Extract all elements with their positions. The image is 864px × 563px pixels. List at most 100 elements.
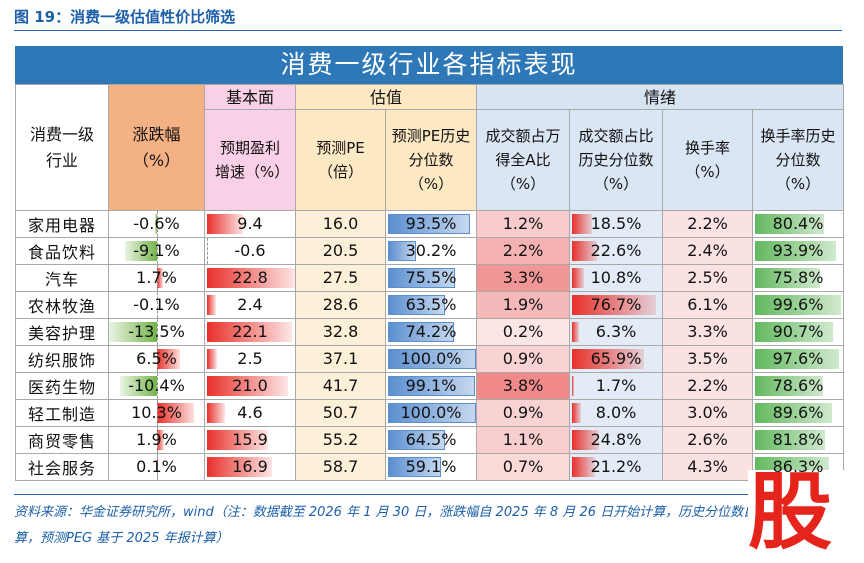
cell-pe-pct: 64.5% xyxy=(384,426,478,454)
turnover-amt-cell: 3.8% xyxy=(478,374,569,399)
change-cell: 10.3% xyxy=(110,400,204,426)
cell-turnover-rate: 4.3% xyxy=(662,453,754,481)
turnover-pct-cell: 18.5% xyxy=(571,212,662,237)
cell-value: 16.0 xyxy=(322,214,359,233)
cell-growth: 21.0 xyxy=(204,372,296,400)
cell-value: 99.1% xyxy=(405,376,457,395)
turnover-rate-pct-cell: 81.8% xyxy=(754,428,843,453)
title-rule xyxy=(14,30,842,31)
turnover-rate-pct-bar xyxy=(755,241,836,261)
turnover-rate-pct-cell: 97.6% xyxy=(754,347,843,372)
cell-value: -0.6% xyxy=(133,214,180,233)
cell-growth: 22.8 xyxy=(204,264,296,292)
growth-bar xyxy=(207,403,225,423)
pe-pct-bar xyxy=(388,214,471,234)
cell-value: 6.5% xyxy=(136,349,177,368)
turnover-rate-pct-bar xyxy=(755,295,841,315)
change-axis xyxy=(157,454,158,480)
growth-bar xyxy=(207,457,273,477)
change-cell: 0.1% xyxy=(110,454,204,480)
cell-value: 20.5 xyxy=(322,241,359,260)
header-change-label: 涨跌幅（%） xyxy=(132,124,181,170)
table-row: 农林牧渔 -0.1% 2.4 28.6 63.5% 1.9% 76.7% 6.1% 99.6% xyxy=(15,291,845,319)
turnover-rate-cell: 2.4% xyxy=(664,239,752,264)
cell-value: 2.4 xyxy=(237,295,263,314)
cell-growth: 15.9 xyxy=(204,426,296,454)
cell-value: 4.3% xyxy=(687,457,728,476)
cell-value: 75.8% xyxy=(772,268,824,287)
cell-pe-pct: 93.5% xyxy=(384,210,478,238)
indicator-table: 消费一级行业 涨跌幅（%） 基本面 估值 情绪 预期盈利增速（%） 预测PE（倍… xyxy=(15,84,845,481)
cell-value: 2.4% xyxy=(687,241,728,260)
change-cell: 1.7% xyxy=(110,265,204,291)
cell-turnover-amt: 0.9% xyxy=(476,399,571,427)
growth-bar xyxy=(207,295,217,315)
cell-turnover-rate: 6.1% xyxy=(662,291,754,319)
change-axis xyxy=(157,211,158,237)
change-axis xyxy=(157,400,158,426)
cell-value: 78.6% xyxy=(772,376,824,395)
cell-value: 9.4 xyxy=(237,214,263,233)
cell-turnover-rate-pct: 99.6% xyxy=(752,291,845,319)
header-turnover-rate-pct-label: 换手率历史分位数（%） xyxy=(760,127,836,193)
cell-turnover-rate-pct: 80.4% xyxy=(752,210,845,238)
cell-value: 3.8% xyxy=(502,376,544,395)
header-turnover-rate: 换手率（%） xyxy=(662,109,754,211)
cell-value: 41.7 xyxy=(322,376,359,395)
cell-value: 90.7% xyxy=(772,322,824,341)
cell-value: 3.3% xyxy=(687,322,728,341)
turnover-amt-cell: 2.2% xyxy=(478,239,569,264)
cell-change: -10.4% xyxy=(108,372,205,400)
cell-turnover-pct: 1.7% xyxy=(569,372,664,400)
turnover-rate-cell: 2.2% xyxy=(664,212,752,237)
pe-pct-bar xyxy=(388,457,441,477)
turnover-rate-pct-cell: 89.6% xyxy=(754,401,843,426)
cell-change: 6.5% xyxy=(108,345,205,373)
cell-turnover-rate: 2.5% xyxy=(662,264,754,292)
cell-value: 22.1 xyxy=(232,322,268,341)
cell-turnover-pct: 6.3% xyxy=(569,318,664,346)
turnover-pct-cell: 76.7% xyxy=(571,293,662,318)
cell-pe-pct: 75.5% xyxy=(384,264,478,292)
turnover-pct-bar xyxy=(572,403,581,423)
cell-turnover-rate-pct: 93.9% xyxy=(752,237,845,265)
cell-turnover-amt: 2.2% xyxy=(476,237,571,265)
header-industry: 消费一级行业 xyxy=(15,84,109,211)
cell-pe-pct: 74.2% xyxy=(384,318,478,346)
cell-value: 22.6% xyxy=(590,241,642,260)
cell-value: 58.7 xyxy=(322,457,359,476)
cell-value: 3.0% xyxy=(687,403,728,422)
cell-value: 1.1% xyxy=(502,430,544,449)
header-turnover-amt: 成交额占万得全A比（%） xyxy=(476,109,571,211)
cell-turnover-pct: 8.0% xyxy=(569,399,664,427)
change-bar xyxy=(157,403,194,423)
cell-value: -0.1% xyxy=(133,295,180,314)
turnover-pct-cell: 24.8% xyxy=(571,428,662,453)
pe-cell: 50.7 xyxy=(297,401,385,426)
cell-value: 24.8% xyxy=(590,430,642,449)
cell-turnover-rate-pct: 89.6% xyxy=(752,399,845,427)
growth-bar xyxy=(207,430,269,450)
cell-industry: 农林牧渔 xyxy=(15,291,109,319)
turnover-amt-cell: 3.3% xyxy=(478,266,569,291)
pe-pct-bar xyxy=(388,295,445,315)
change-axis xyxy=(157,265,158,291)
pe-pct-cell: 74.2% xyxy=(387,320,476,345)
table-row: 医药生物 -10.4% 21.0 41.7 99.1% 3.8% 1.7% 2.2% 78.6% xyxy=(15,372,845,400)
pe-pct-bar xyxy=(388,376,476,396)
turnover-pct-cell: 10.8% xyxy=(571,266,662,291)
cell-pe-pct: 63.5% xyxy=(384,291,478,319)
cell-value: 21.2% xyxy=(590,457,642,476)
cell-turnover-pct: 24.8% xyxy=(569,426,664,454)
cell-pe: 27.5 xyxy=(295,264,386,292)
table-row: 食品饮料 -9.1% -0.6 20.5 30.2% 2.2% 22.6% 2.4% 93.9% xyxy=(15,237,845,265)
cell-turnover-rate-pct: 75.8% xyxy=(752,264,845,292)
table-row: 纺织服饰 6.5% 2.5 37.1 100.0% 0.9% 65.9% 3.5% 97.6% xyxy=(15,345,845,373)
header-change: 涨跌幅（%） xyxy=(108,84,205,211)
cell-turnover-rate: 3.0% xyxy=(662,399,754,427)
cell-pe: 50.7 xyxy=(295,399,386,427)
turnover-rate-pct-bar xyxy=(755,430,826,450)
cell-pe-pct: 100.0% xyxy=(384,345,478,373)
cell-value: 2.2% xyxy=(687,214,728,233)
table-row: 美容护理 -13.5% 22.1 32.8 74.2% 0.2% 6.3% 3.3% 90.7% xyxy=(15,318,845,346)
